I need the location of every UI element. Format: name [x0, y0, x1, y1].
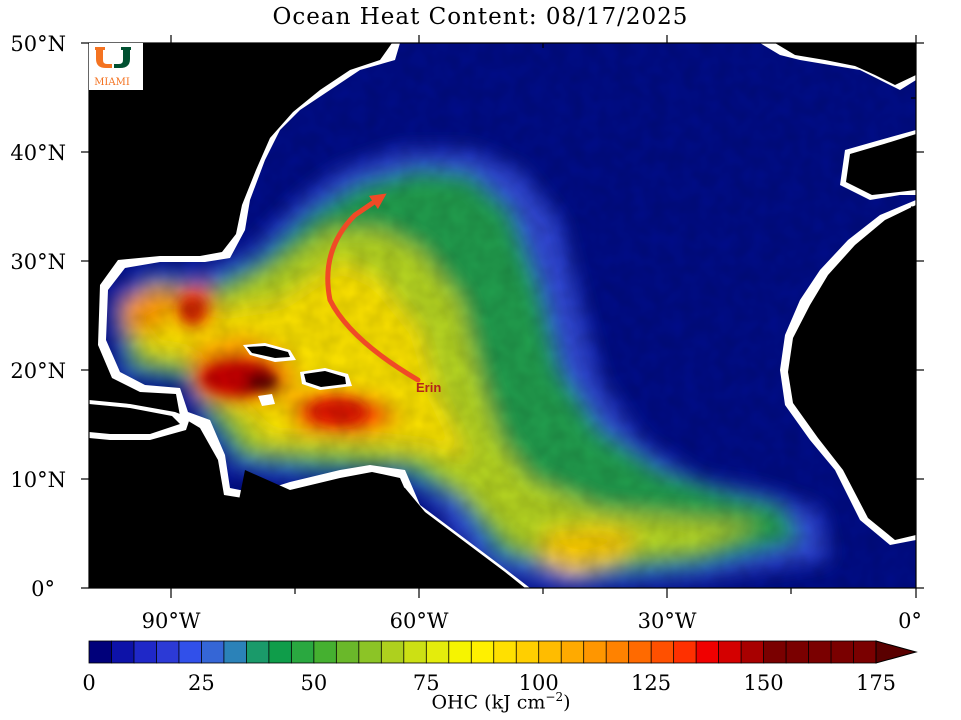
colorbar-tick-label: 175 [856, 671, 896, 695]
colorbar-swatch [628, 640, 652, 664]
colorbar-tick-label: 125 [631, 671, 671, 695]
colorbar-swatch [403, 640, 427, 664]
colorbar-swatch [763, 640, 787, 664]
colorbar-tick-label: 100 [519, 671, 559, 695]
miami-logo: MIAMI [89, 43, 143, 90]
colorbar-swatch [425, 640, 450, 664]
colorbar-swatch [583, 640, 607, 664]
colorbar-swatch [830, 640, 855, 664]
longitude-labels: 90°W 60°W 30°W 0° [142, 609, 922, 633]
lat-label-40n: 40°N [10, 141, 66, 165]
lat-label-20n: 20°N [10, 359, 66, 383]
logo-text: MIAMI [94, 77, 130, 88]
u-logo-icon [95, 47, 131, 68]
map-plot-area [89, 43, 916, 588]
colorbar-title: OHC (kJ cm−2) [0, 690, 961, 713]
map-title: Ocean Heat Content: 08/17/2025 [272, 4, 689, 30]
colorbar-swatch [650, 640, 675, 664]
colorbar-swatch [785, 640, 810, 664]
colorbar-swatch [560, 640, 585, 664]
colorbar-swatch [448, 640, 472, 664]
lat-label-30n: 30°N [10, 250, 66, 274]
colorbar-swatch [268, 640, 293, 664]
colorbar-tick-label: 75 [413, 671, 440, 695]
colorbar-swatches [88, 640, 877, 664]
colorbar-tick-labels: 0 25 50 75 100 125 150 175 [82, 671, 896, 695]
colorbar-swatch [493, 640, 517, 664]
colorbar-swatch [335, 640, 360, 664]
storm-label: Erin [416, 380, 441, 395]
colorbar-swatch [156, 640, 180, 664]
colorbar-swatch [313, 640, 338, 664]
land-masses [89, 43, 916, 588]
latitude-labels: 50°N 40°N 30°N 20°N 10°N 0° [10, 32, 66, 601]
colorbar-tick-label: 150 [744, 671, 784, 695]
colorbar-title-exponent: −2 [545, 690, 564, 704]
lon-label-30w: 30°W [638, 609, 697, 633]
colorbar-swatch [245, 640, 270, 664]
colorbar-swatch [605, 640, 630, 664]
colorbar-swatch [853, 640, 877, 664]
colorbar-swatch [201, 640, 225, 664]
colorbar-swatch [358, 640, 383, 664]
lat-label-10n: 10°N [10, 468, 66, 492]
colorbar-swatch [718, 640, 742, 664]
colorbar-swatch [133, 640, 158, 664]
colorbar-swatch [808, 640, 832, 664]
storm-track-arrow [325, 193, 421, 383]
colorbar-overflow-arrow [875, 640, 918, 664]
colorbar-swatch [178, 640, 203, 664]
colorbar-swatch [740, 640, 765, 664]
colorbar-swatch [515, 640, 540, 664]
colorbar-tick-label: 0 [82, 671, 95, 695]
lon-label-0: 0° [898, 609, 922, 633]
lon-label-60w: 60°W [390, 609, 449, 633]
colorbar-tick-label: 50 [301, 671, 328, 695]
lat-label-50n: 50°N [10, 32, 66, 56]
colorbar-title-end: ) [563, 691, 571, 714]
lon-label-90w: 90°W [142, 609, 201, 633]
colorbar-title-main: OHC (kJ cm [431, 691, 546, 714]
colorbar-swatch [538, 640, 562, 664]
colorbar-swatch [223, 640, 248, 664]
colorbar-swatch [111, 640, 135, 664]
colorbar: 0 25 50 75 100 125 150 175 [82, 640, 918, 695]
colorbar-swatch [695, 640, 720, 664]
colorbar-swatch [470, 640, 495, 664]
colorbar-swatch [380, 640, 405, 664]
lat-label-0: 0° [31, 577, 55, 601]
colorbar-swatch [673, 640, 697, 664]
colorbar-swatch [88, 640, 113, 664]
colorbar-swatch [290, 640, 315, 664]
axis-ticks [81, 35, 924, 598]
colorbar-tick-label: 25 [188, 671, 215, 695]
